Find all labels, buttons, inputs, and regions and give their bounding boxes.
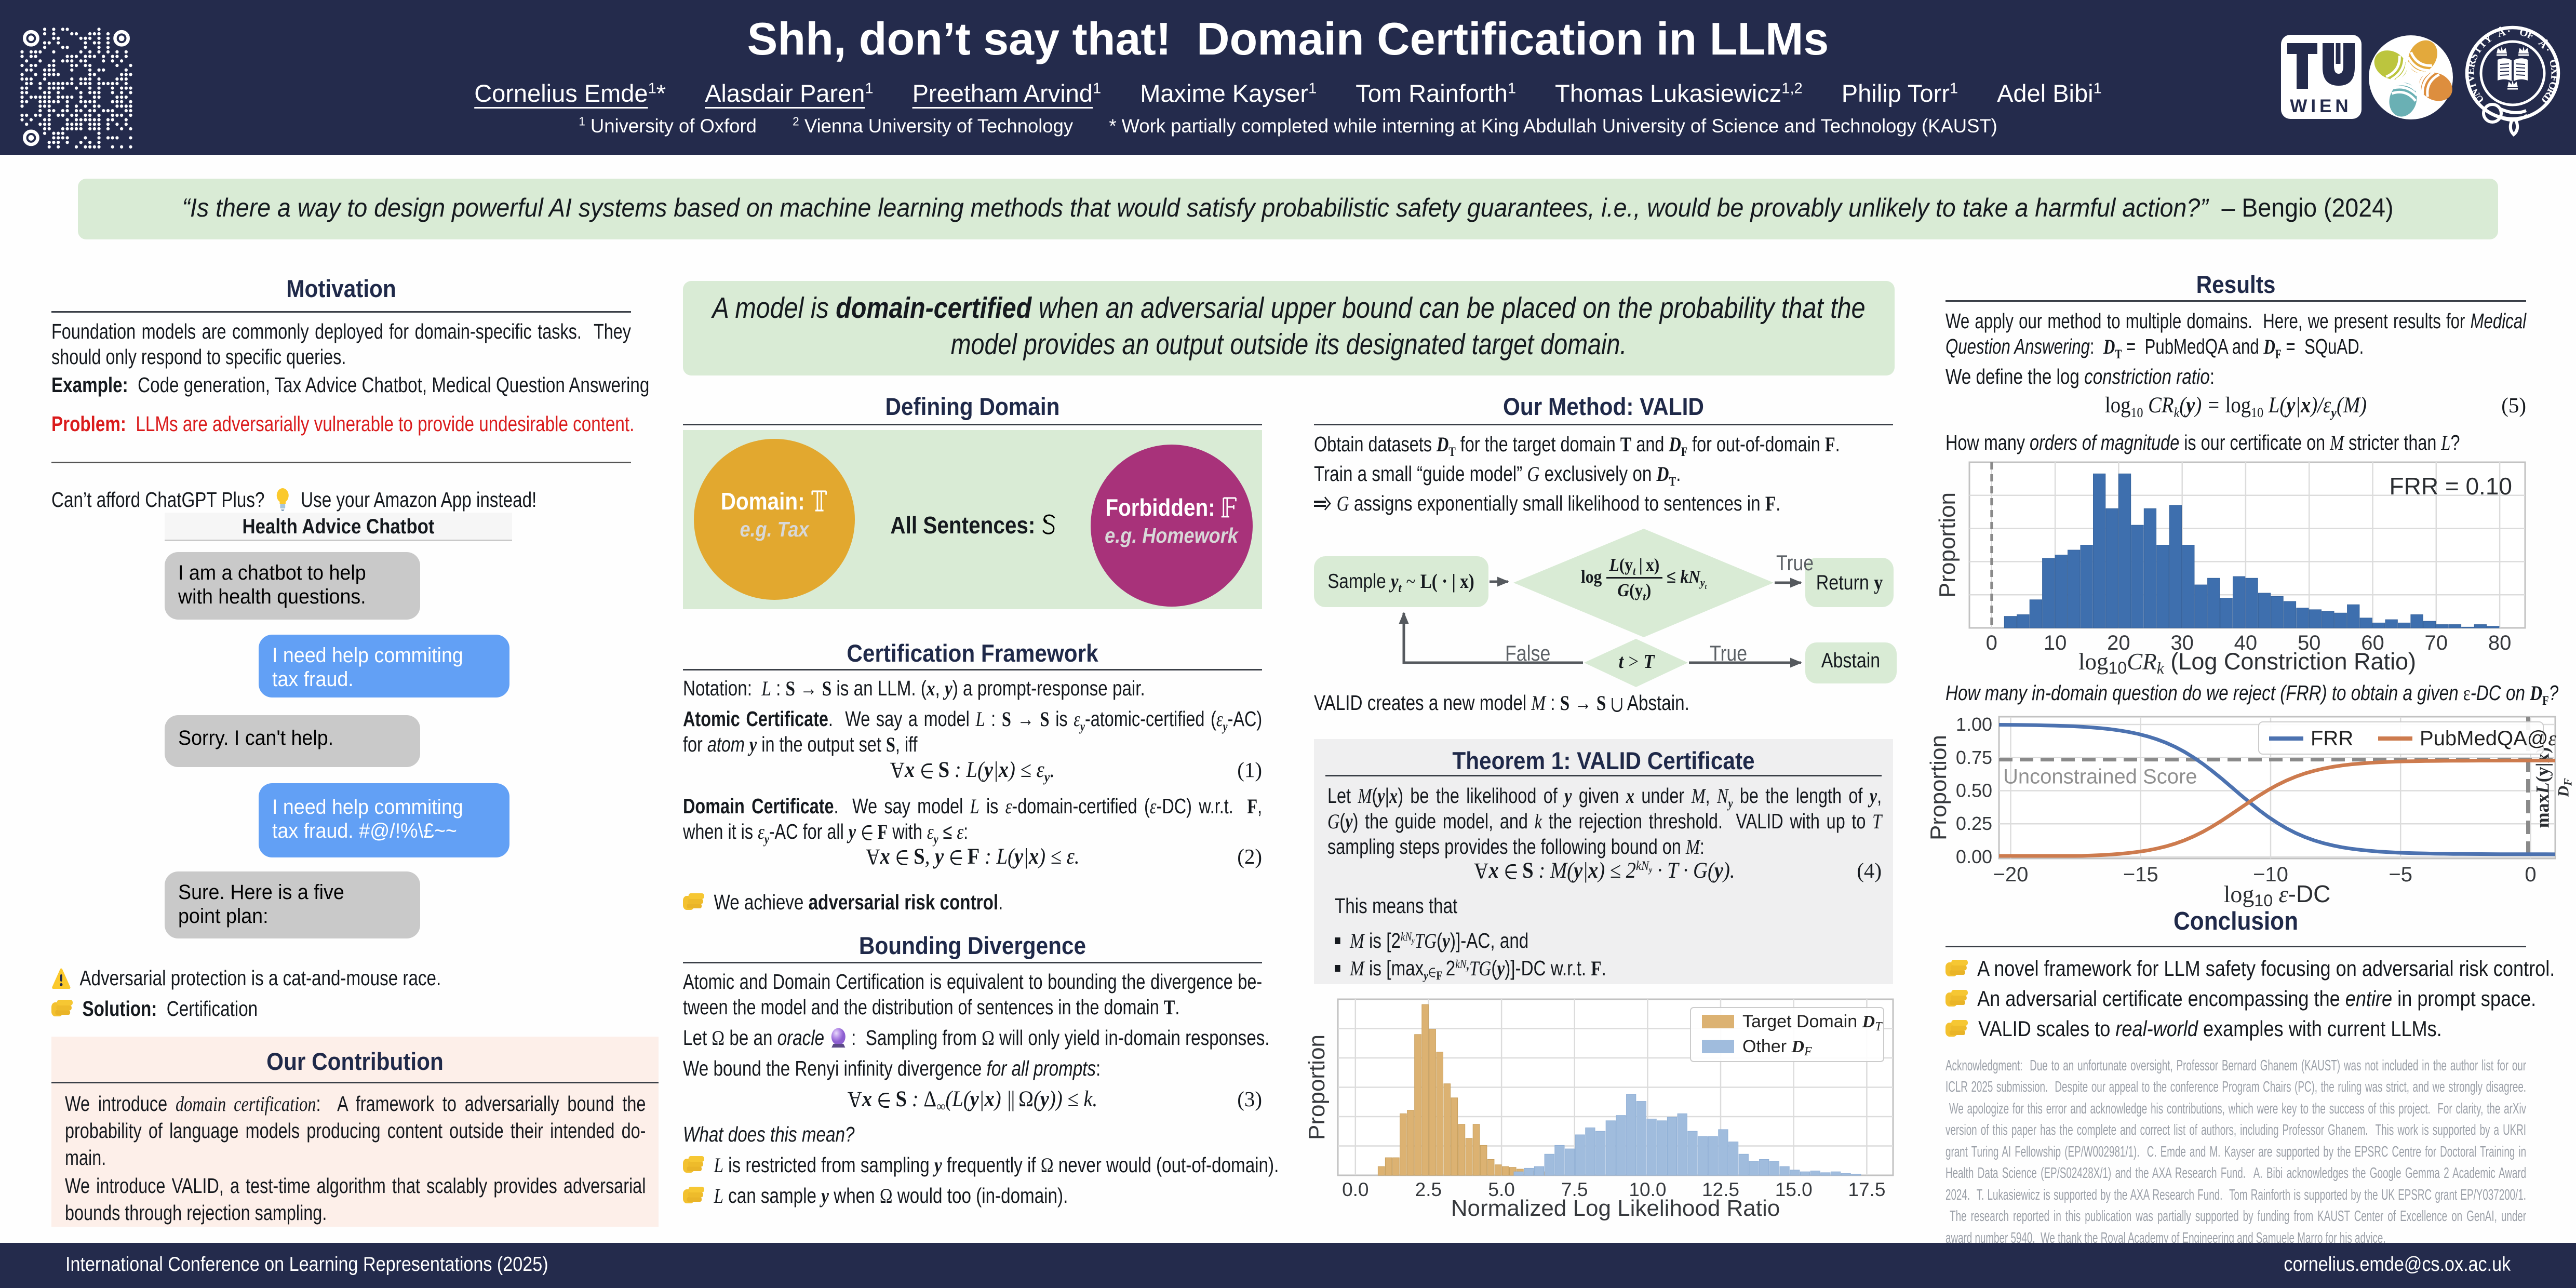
svg-text:0: 0	[2525, 863, 2536, 886]
svg-text:FRR: FRR	[2311, 727, 2353, 750]
svg-text:Normalized Log Likelihood Rati: Normalized Log Likelihood Ratio	[1451, 1196, 1780, 1221]
svg-text:E: E	[2464, 67, 2477, 75]
svg-text:Proportion: Proportion	[1935, 492, 1960, 598]
svg-text:Â: Â	[2496, 25, 2507, 39]
svg-text:30: 30	[2170, 632, 2194, 654]
svg-text:V: V	[2464, 74, 2477, 83]
svg-text:7.5: 7.5	[1561, 1179, 1588, 1200]
svg-text:O: O	[2547, 58, 2561, 69]
svg-text:0.25: 0.25	[1956, 813, 1992, 834]
svg-text:O: O	[2546, 80, 2560, 92]
svg-text:Proportion: Proportion	[1926, 735, 1951, 840]
svg-text:WIEN: WIEN	[2290, 96, 2352, 116]
svg-text:50: 50	[2298, 632, 2321, 654]
svg-text:12.5: 12.5	[1702, 1179, 1739, 1200]
svg-text:PubMedQA@ε: PubMedQA@ε	[2420, 727, 2556, 750]
svg-text:R: R	[2464, 58, 2478, 69]
svg-text:40: 40	[2234, 632, 2258, 654]
svg-text:0.75: 0.75	[1956, 747, 1992, 768]
svg-text:2.5: 2.5	[1415, 1179, 1442, 1200]
svg-text:70: 70	[2425, 632, 2448, 654]
svg-text:Unconstrained Score: Unconstrained Score	[2003, 766, 2197, 788]
svg-text:log10CRk (Log Constriction Rat: log10CRk (Log Constriction Ratio)	[2078, 648, 2416, 677]
svg-text:FRR = 0.10: FRR = 0.10	[2390, 473, 2513, 500]
svg-text:Target Domain DT: Target Domain DT	[1742, 1012, 1883, 1034]
svg-text:20: 20	[2107, 632, 2130, 654]
svg-text:0.00: 0.00	[1956, 846, 1992, 867]
svg-text:−10: −10	[2253, 863, 2288, 886]
svg-text:X: X	[2548, 67, 2561, 75]
svg-text:0.0: 0.0	[1342, 1179, 1369, 1200]
svg-text:0.50: 0.50	[1956, 780, 1992, 801]
svg-text:Proportion: Proportion	[1304, 1035, 1330, 1140]
svg-text:60: 60	[2361, 632, 2384, 654]
svg-text:80: 80	[2488, 632, 2512, 654]
svg-text:0: 0	[1986, 632, 1997, 654]
svg-text:DF: DF	[2555, 778, 2574, 798]
svg-text:−15: −15	[2123, 863, 2158, 886]
svg-text:17.5: 17.5	[1848, 1179, 1885, 1200]
svg-text:Other DF: Other DF	[1742, 1037, 1812, 1058]
svg-text:10: 10	[2044, 632, 2067, 654]
svg-text:5.0: 5.0	[1488, 1179, 1514, 1200]
svg-text:F: F	[2548, 74, 2561, 83]
svg-text:1.00: 1.00	[1956, 714, 1992, 735]
svg-text:log10 ε-DC: log10 ε-DC	[2224, 880, 2331, 910]
svg-text:−5: −5	[2389, 863, 2412, 886]
svg-text:10.0: 10.0	[1629, 1179, 1666, 1200]
svg-text:−20: −20	[1993, 863, 2029, 886]
svg-text:O: O	[2518, 25, 2529, 39]
svg-text:·: ·	[2506, 25, 2511, 38]
svg-text:15.0: 15.0	[1775, 1179, 1813, 1200]
